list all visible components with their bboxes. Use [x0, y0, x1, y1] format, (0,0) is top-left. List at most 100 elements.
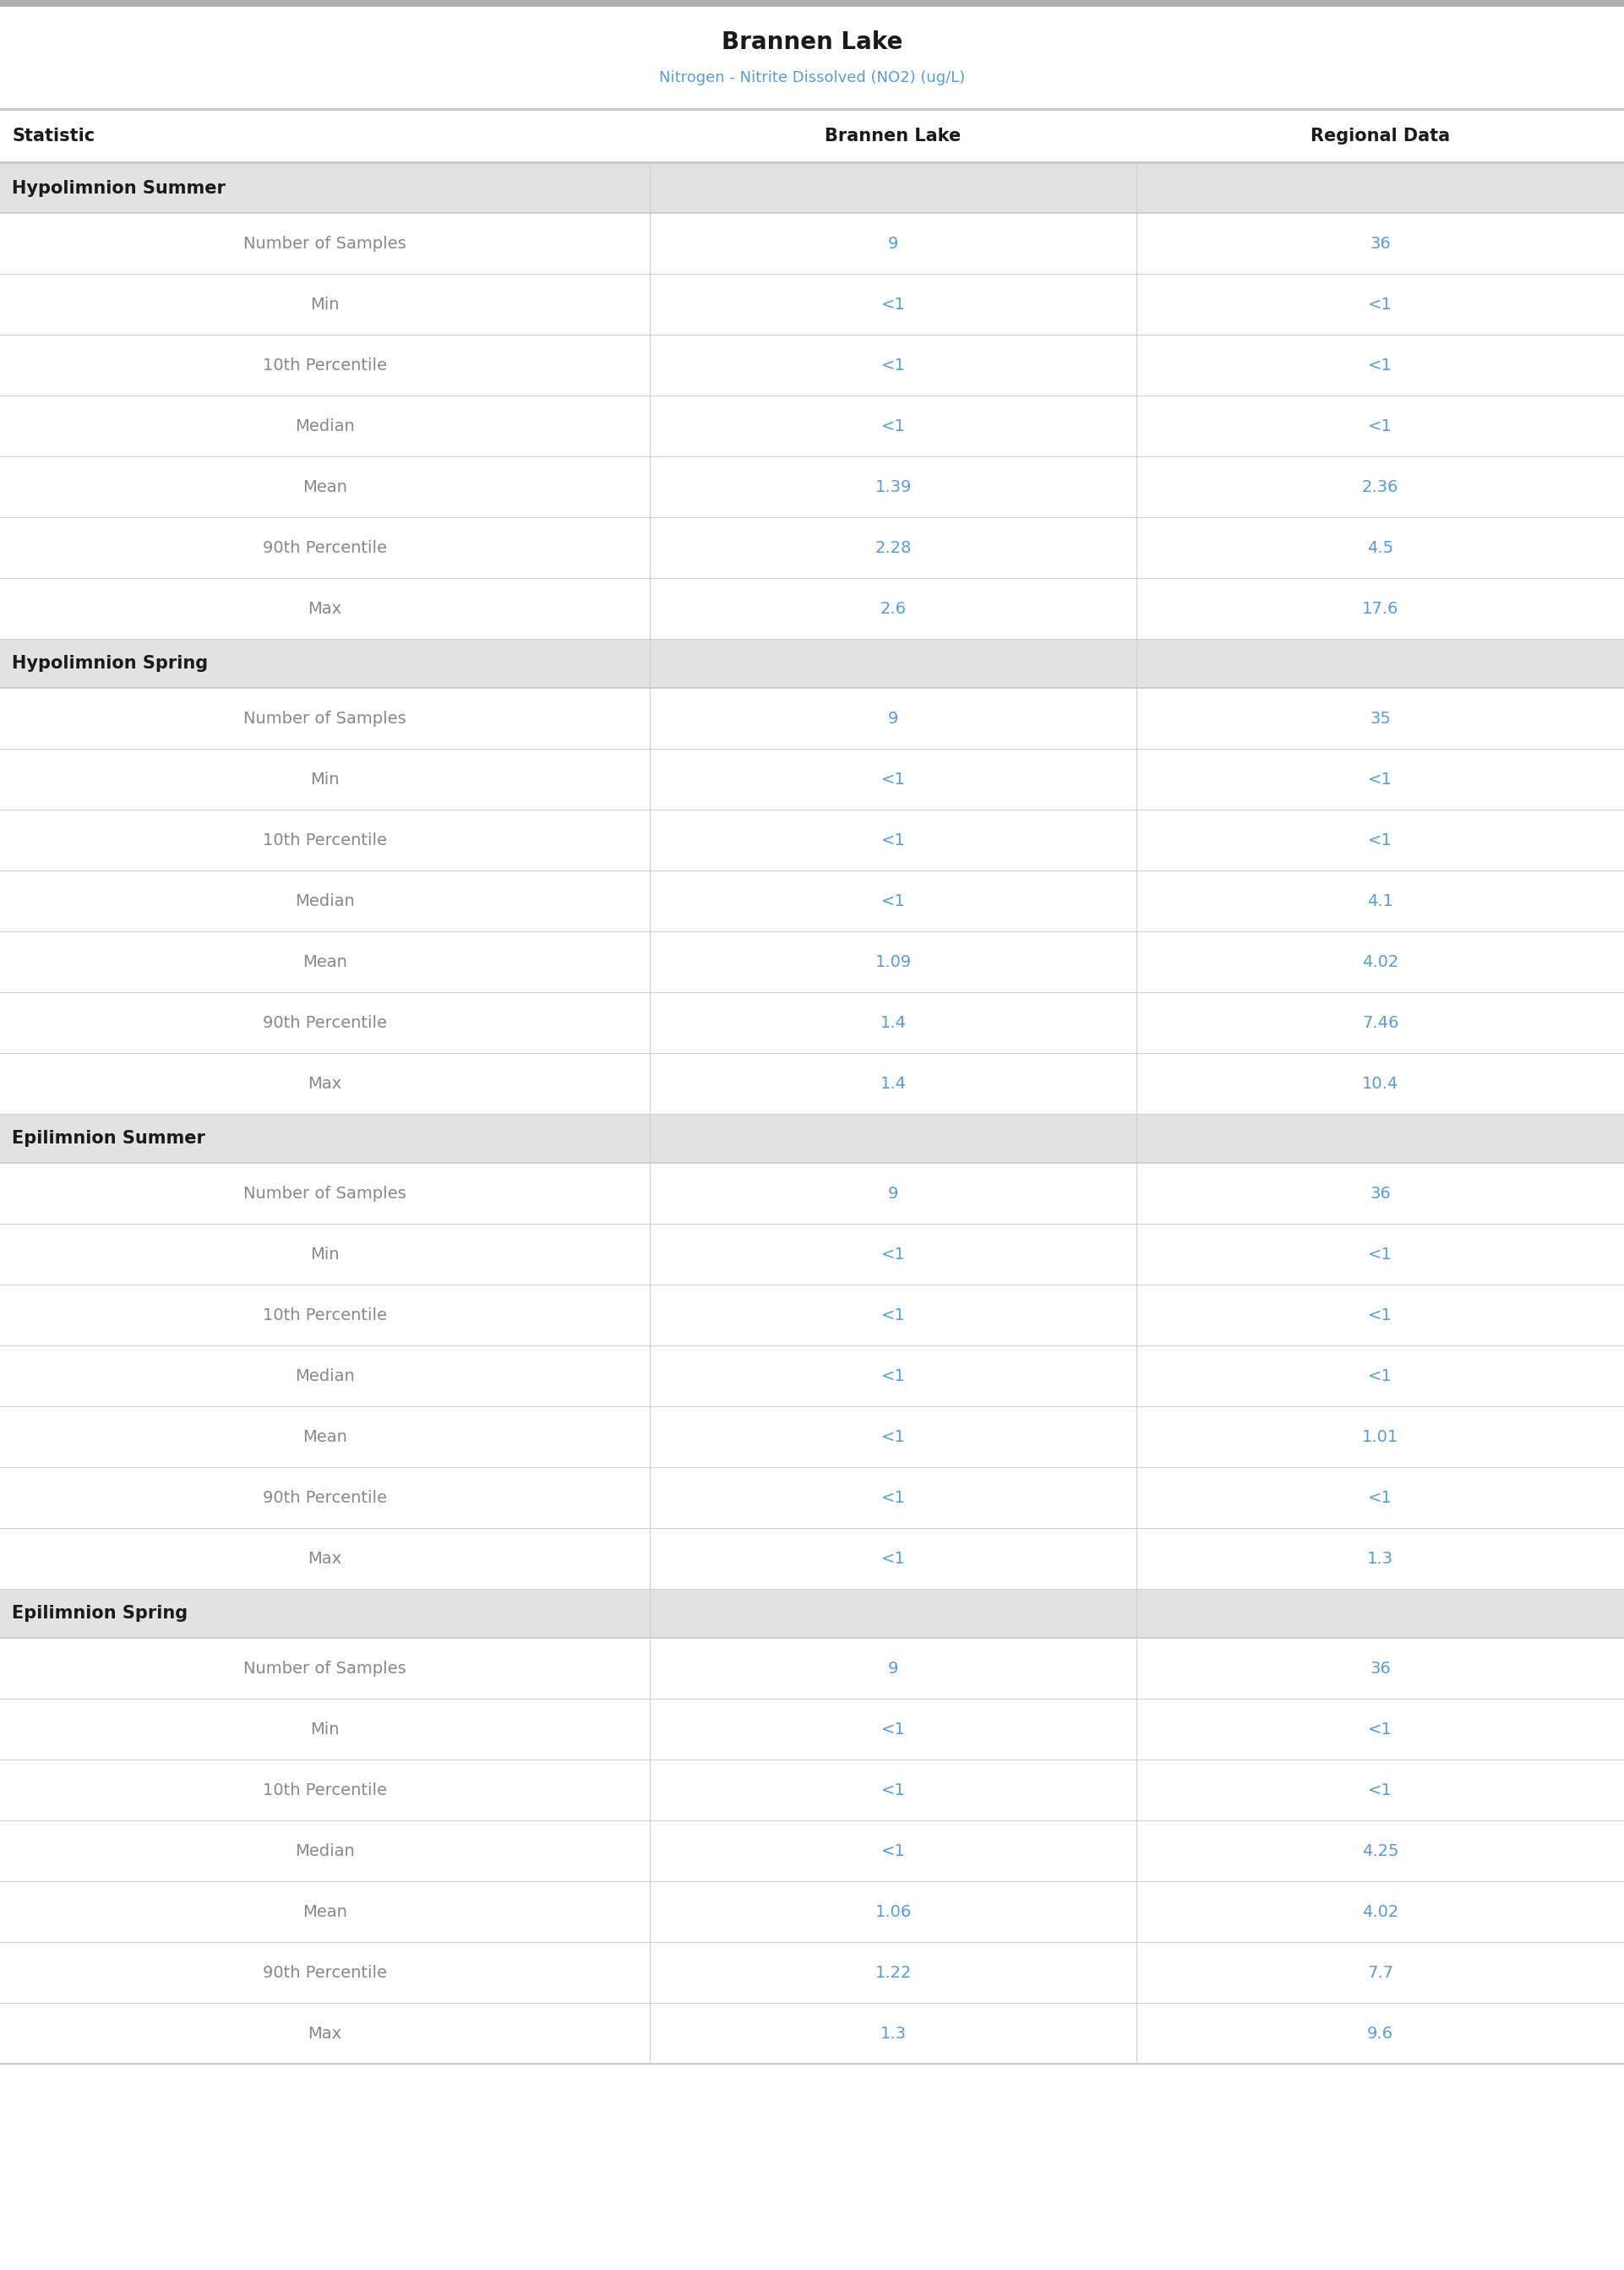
Text: <1: <1: [1369, 772, 1392, 788]
Text: 90th Percentile: 90th Percentile: [263, 1489, 387, 1505]
Text: 2.28: 2.28: [875, 540, 911, 556]
Text: 1.39: 1.39: [875, 479, 911, 495]
Text: <1: <1: [1369, 1246, 1392, 1262]
Bar: [0, 334, 1624, 395]
Bar: [0, 0, 1624, 7]
Text: Min: Min: [310, 1721, 339, 1737]
Text: <1: <1: [882, 892, 905, 908]
Bar: [0, 1882, 1624, 1943]
Bar: [0, 1162, 1624, 1224]
Text: Brannen Lake: Brannen Lake: [721, 30, 903, 54]
Bar: [0, 688, 1624, 749]
Bar: [0, 395, 1624, 456]
Text: 90th Percentile: 90th Percentile: [263, 1964, 387, 1979]
Text: 9: 9: [888, 1185, 898, 1201]
Bar: [0, 1639, 1624, 1698]
Text: Min: Min: [310, 295, 339, 313]
Text: Median: Median: [296, 1369, 354, 1385]
Bar: [0, 1407, 1624, 1466]
Text: <1: <1: [882, 1550, 905, 1566]
Text: Statistic: Statistic: [11, 127, 94, 145]
Bar: [0, 1285, 1624, 1346]
Text: <1: <1: [882, 1308, 905, 1323]
Text: 35: 35: [1371, 711, 1390, 726]
Text: Number of Samples: Number of Samples: [244, 711, 406, 726]
Text: 4.1: 4.1: [1367, 892, 1393, 908]
Bar: [0, 1589, 1624, 1639]
Text: 10th Percentile: 10th Percentile: [263, 1782, 387, 1798]
Text: Max: Max: [309, 1550, 341, 1566]
Text: Number of Samples: Number of Samples: [244, 236, 406, 252]
Text: 36: 36: [1371, 236, 1390, 252]
Text: Epilimnion Summer: Epilimnion Summer: [11, 1130, 205, 1146]
Text: 10th Percentile: 10th Percentile: [263, 356, 387, 372]
Text: 7.7: 7.7: [1367, 1964, 1393, 1979]
Text: 1.01: 1.01: [1363, 1428, 1398, 1444]
Text: 1.4: 1.4: [880, 1015, 906, 1031]
Text: <1: <1: [882, 1489, 905, 1505]
Text: 10th Percentile: 10th Percentile: [263, 833, 387, 849]
Text: 1.06: 1.06: [875, 1905, 911, 1920]
Text: <1: <1: [1369, 833, 1392, 849]
Text: <1: <1: [882, 1843, 905, 1859]
Text: 7.46: 7.46: [1363, 1015, 1398, 1031]
Text: Mean: Mean: [302, 1428, 348, 1444]
Text: Median: Median: [296, 1843, 354, 1859]
Text: 2.6: 2.6: [880, 602, 906, 617]
Bar: [0, 869, 1624, 931]
Text: 2.36: 2.36: [1363, 479, 1398, 495]
Bar: [0, 1115, 1624, 1162]
Text: <1: <1: [882, 1721, 905, 1737]
Text: <1: <1: [882, 1428, 905, 1444]
Text: 9: 9: [888, 1659, 898, 1675]
Text: <1: <1: [1369, 418, 1392, 434]
Text: <1: <1: [882, 418, 905, 434]
Text: Mean: Mean: [302, 1905, 348, 1920]
Bar: [0, 109, 1624, 111]
Text: Regional Data: Regional Data: [1311, 127, 1450, 145]
Text: Brannen Lake: Brannen Lake: [825, 127, 961, 145]
Text: Hypolimnion Spring: Hypolimnion Spring: [11, 656, 208, 672]
Text: 9.6: 9.6: [1367, 2025, 1393, 2041]
Text: Number of Samples: Number of Samples: [244, 1659, 406, 1675]
Text: 10.4: 10.4: [1363, 1076, 1398, 1092]
Text: <1: <1: [882, 1369, 905, 1385]
Bar: [0, 1346, 1624, 1407]
Text: 10th Percentile: 10th Percentile: [263, 1308, 387, 1323]
Bar: [0, 931, 1624, 992]
Bar: [0, 1224, 1624, 1285]
Bar: [0, 456, 1624, 518]
Text: 90th Percentile: 90th Percentile: [263, 1015, 387, 1031]
Bar: [0, 1759, 1624, 1821]
Text: 4.02: 4.02: [1363, 1905, 1398, 1920]
Text: 1.3: 1.3: [1367, 1550, 1393, 1566]
Text: 9: 9: [888, 236, 898, 252]
Bar: [0, 275, 1624, 334]
Text: Number of Samples: Number of Samples: [244, 1185, 406, 1201]
Text: 9: 9: [888, 711, 898, 726]
Bar: [0, 7, 1624, 109]
Text: Min: Min: [310, 772, 339, 788]
Text: <1: <1: [882, 295, 905, 313]
Bar: [0, 213, 1624, 275]
Text: Epilimnion Spring: Epilimnion Spring: [11, 1605, 188, 1621]
Bar: [0, 161, 1624, 163]
Text: <1: <1: [882, 356, 905, 372]
Text: 4.25: 4.25: [1363, 1843, 1398, 1859]
Bar: [0, 749, 1624, 810]
Text: 90th Percentile: 90th Percentile: [263, 540, 387, 556]
Text: 36: 36: [1371, 1659, 1390, 1675]
Text: Hypolimnion Summer: Hypolimnion Summer: [11, 179, 226, 197]
Bar: [0, 810, 1624, 869]
Text: Median: Median: [296, 418, 354, 434]
Text: Max: Max: [309, 1076, 341, 1092]
Text: <1: <1: [882, 772, 905, 788]
Text: <1: <1: [882, 1246, 905, 1262]
Bar: [0, 111, 1624, 161]
Text: <1: <1: [1369, 356, 1392, 372]
Text: <1: <1: [1369, 1369, 1392, 1385]
Text: Mean: Mean: [302, 479, 348, 495]
Bar: [0, 1528, 1624, 1589]
Text: 1.4: 1.4: [880, 1076, 906, 1092]
Bar: [0, 579, 1624, 638]
